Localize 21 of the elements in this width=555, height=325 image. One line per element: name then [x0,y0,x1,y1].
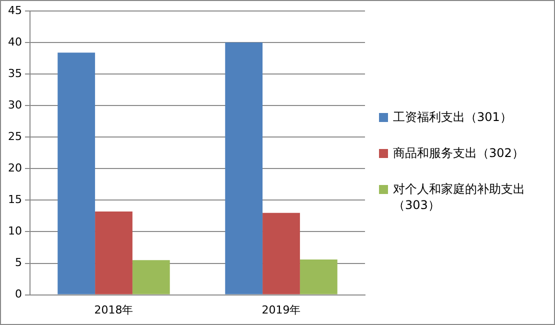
x-tick-label: 2019年 [262,303,301,316]
y-tick-label: 45 [8,4,22,17]
x-tick-label: 2018年 [94,303,134,316]
bar [225,42,263,294]
legend-label: 商品和服务支出（302） [393,145,524,161]
y-tick-label: 40 [8,35,22,48]
y-tick-label: 0 [14,288,22,301]
y-tick-label: 5 [14,256,22,270]
bar [132,260,170,294]
y-tick-label: 35 [8,66,22,80]
bar [95,212,132,294]
y-tick-label: 10 [8,224,22,238]
y-tick-label: 15 [8,193,22,206]
y-tick-label: 25 [8,130,22,143]
y-tick-label: 30 [8,98,22,112]
legend-label: 工资福利支出（301） [393,109,512,125]
bar [300,259,338,294]
bar [262,212,300,294]
bar [58,52,96,294]
legend-label: 对个人和家庭的补助支出（303） [393,181,526,213]
y-tick-label: 20 [8,162,22,175]
